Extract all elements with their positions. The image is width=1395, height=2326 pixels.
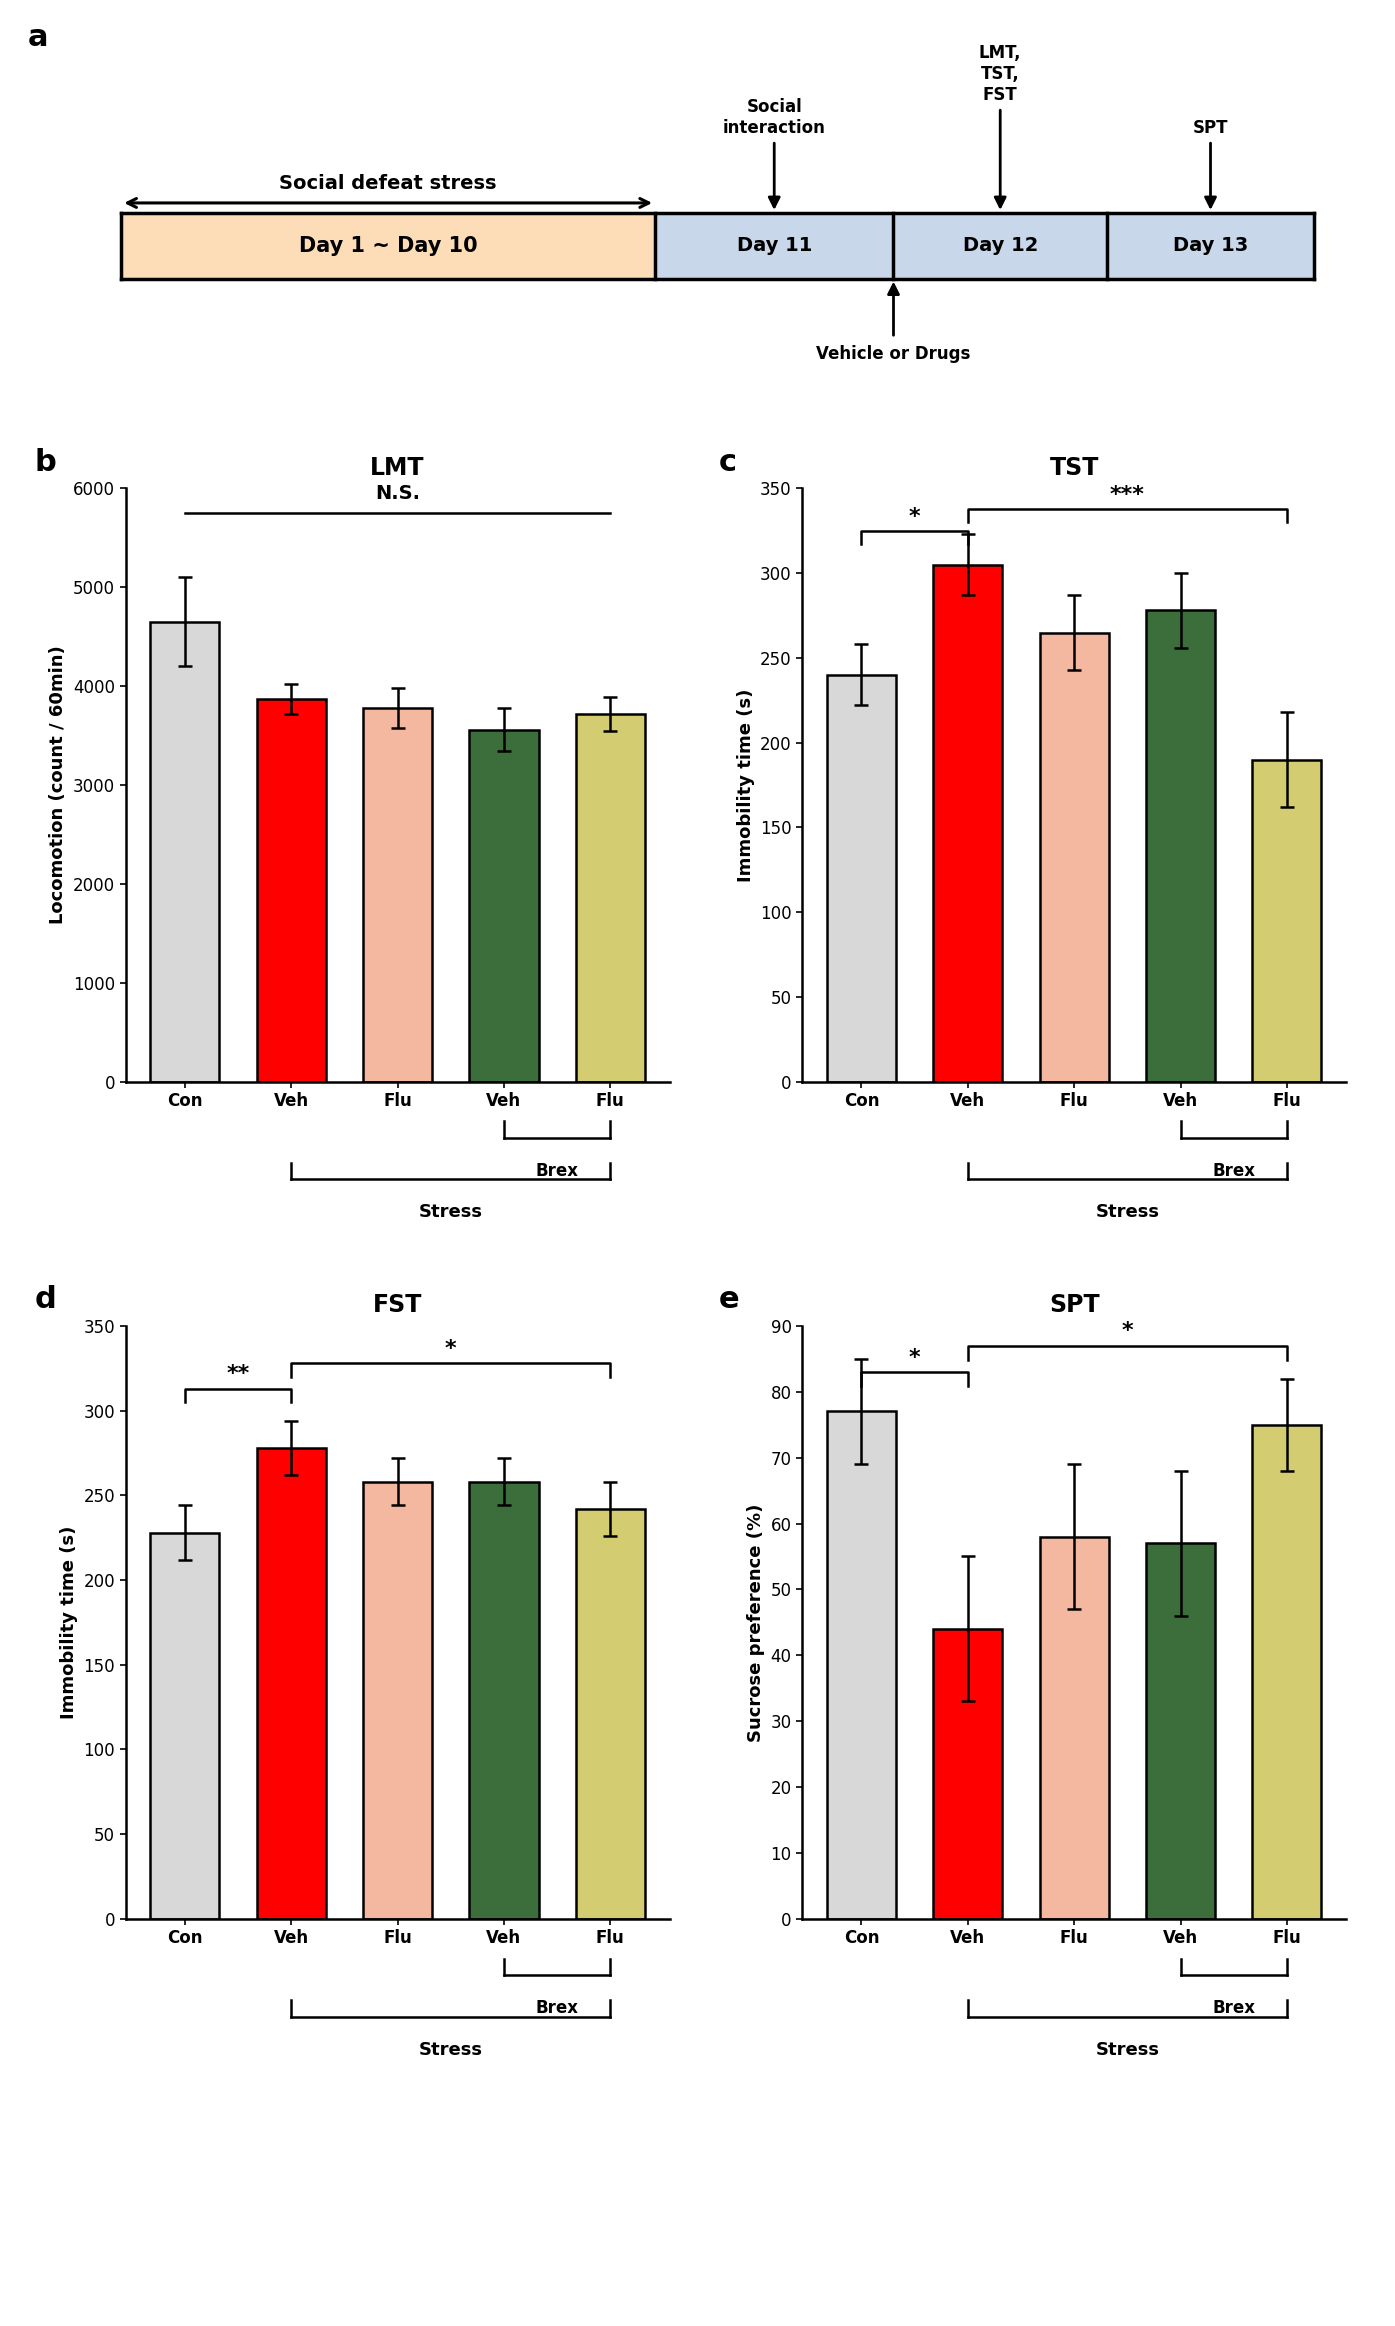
Text: Stress: Stress <box>418 2040 483 2059</box>
Bar <box>827 1412 896 1919</box>
Text: Brex: Brex <box>1212 1998 1256 2017</box>
Text: Stress: Stress <box>1095 2040 1159 2059</box>
Text: *: * <box>445 1340 456 1358</box>
Bar <box>1145 609 1215 1082</box>
Y-axis label: Immobility time (s): Immobility time (s) <box>60 1526 78 1719</box>
Text: SPT: SPT <box>1193 119 1228 137</box>
Text: Day 12: Day 12 <box>963 237 1038 256</box>
Bar <box>257 700 326 1082</box>
Title: SPT: SPT <box>1049 1293 1099 1317</box>
Bar <box>151 1533 219 1919</box>
Bar <box>1253 1424 1321 1919</box>
Text: ***: *** <box>1110 484 1145 505</box>
Text: Day 1 ~ Day 10: Day 1 ~ Day 10 <box>299 235 477 256</box>
Text: Brex: Brex <box>1212 1161 1256 1179</box>
Bar <box>827 675 896 1082</box>
Text: Social
interaction: Social interaction <box>723 98 826 137</box>
Text: Day 13: Day 13 <box>1173 237 1249 256</box>
Bar <box>933 565 1003 1082</box>
Text: Stress: Stress <box>418 1203 483 1221</box>
Text: Stress: Stress <box>1095 1203 1159 1221</box>
Text: a: a <box>28 23 49 51</box>
Text: e: e <box>718 1286 739 1314</box>
Title: FST: FST <box>372 1293 423 1317</box>
Y-axis label: Immobility time (s): Immobility time (s) <box>737 688 755 882</box>
Bar <box>363 1482 432 1919</box>
Title: LMT: LMT <box>370 456 425 479</box>
Text: LMT,
TST,
FST: LMT, TST, FST <box>979 44 1021 105</box>
Text: N.S.: N.S. <box>375 484 420 502</box>
Text: *: * <box>908 1347 921 1368</box>
Text: Vehicle or Drugs: Vehicle or Drugs <box>816 344 971 363</box>
Bar <box>933 1628 1003 1919</box>
Bar <box>121 214 656 279</box>
Bar <box>257 1447 326 1919</box>
Bar <box>151 621 219 1082</box>
Bar <box>576 1510 644 1919</box>
Bar <box>1039 633 1109 1082</box>
Bar <box>469 1482 538 1919</box>
Text: Social defeat stress: Social defeat stress <box>279 174 497 193</box>
Bar <box>576 714 644 1082</box>
Bar <box>363 707 432 1082</box>
Bar <box>656 214 1314 279</box>
Bar <box>1039 1537 1109 1919</box>
Text: Day 11: Day 11 <box>737 237 812 256</box>
Text: *: * <box>908 507 921 526</box>
Text: **: ** <box>226 1365 250 1384</box>
Text: *: * <box>1122 1321 1133 1342</box>
Bar <box>469 730 538 1082</box>
Text: b: b <box>35 449 57 477</box>
Text: c: c <box>718 449 737 477</box>
Title: TST: TST <box>1049 456 1099 479</box>
Text: d: d <box>35 1286 57 1314</box>
Text: Brex: Brex <box>536 1998 579 2017</box>
Y-axis label: Sucrose preference (%): Sucrose preference (%) <box>748 1503 764 1742</box>
Bar <box>1145 1544 1215 1919</box>
Y-axis label: Locomotion (count / 60min): Locomotion (count / 60min) <box>49 647 67 923</box>
Bar <box>1253 761 1321 1082</box>
Text: Brex: Brex <box>536 1161 579 1179</box>
